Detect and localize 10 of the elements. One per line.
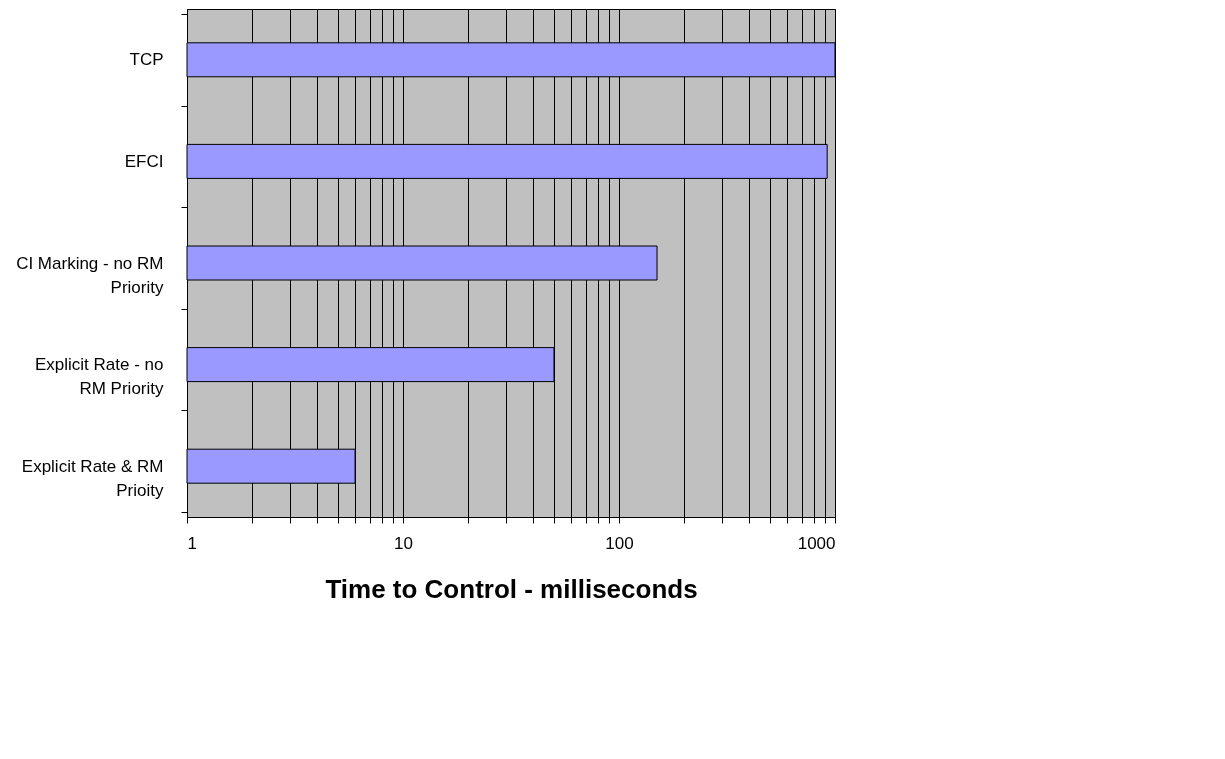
y-tick-label: EFCI [124, 151, 164, 171]
x-tick-label: 1 [187, 533, 197, 553]
x-tick-label: 100 [605, 533, 634, 553]
x-tick-label: 1000 [797, 533, 836, 553]
x-axis-title: Time to Control - milliseconds [325, 573, 698, 604]
y-tick-label: Explicit Rate - no RM Priority [35, 355, 164, 399]
y-tick-label: CI Marking - no RM Priority [16, 253, 164, 297]
y-tick-label: TCP [129, 50, 164, 70]
x-tick-label: 10 [394, 533, 413, 553]
y-tick-label: Explicit Rate & RM Prioity [21, 456, 164, 500]
